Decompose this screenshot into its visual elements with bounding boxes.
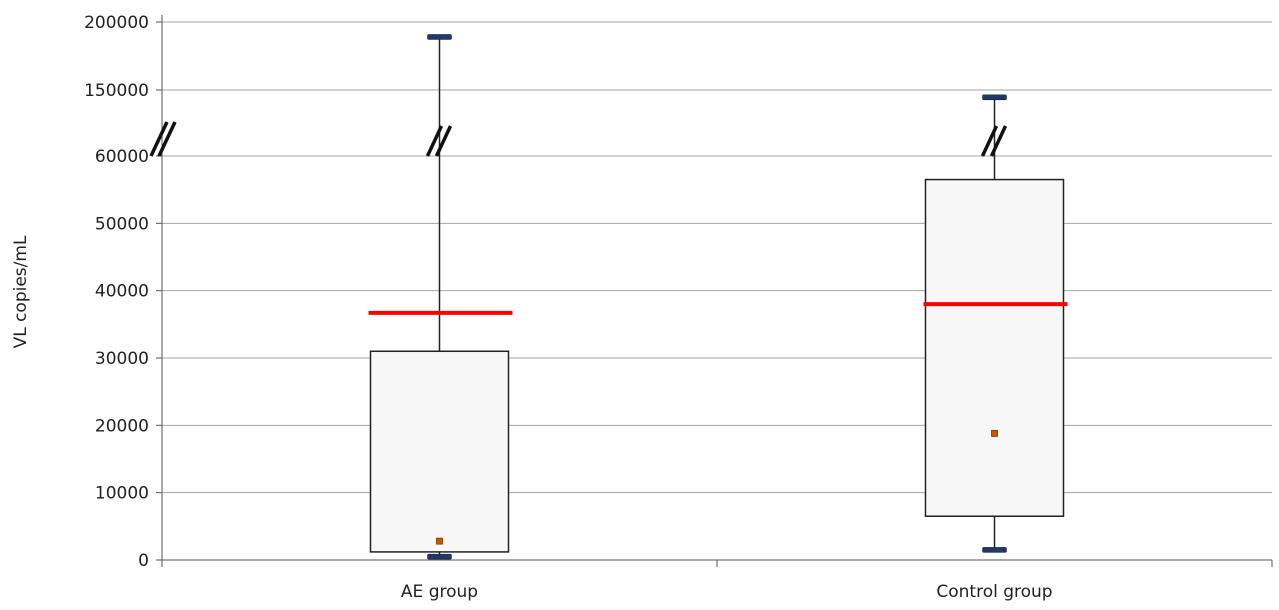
y-tick-label: 20000 bbox=[95, 416, 149, 436]
y-tick-label: 10000 bbox=[95, 484, 149, 504]
whisker-cap-high bbox=[982, 94, 1007, 101]
iqr-box bbox=[924, 178, 1065, 517]
labels: 0 10000 20000 30000 40000 50000 60000 150000 200… bbox=[84, 13, 1053, 602]
axis-break-mark bbox=[149, 121, 169, 157]
y-tick-label: 0 bbox=[138, 551, 149, 571]
x-category-label: AE group bbox=[401, 582, 478, 602]
median-marker bbox=[991, 430, 998, 437]
whisker-break-mark bbox=[989, 125, 1008, 157]
y-tick-label: 40000 bbox=[95, 282, 149, 302]
whisker-cap-low bbox=[427, 553, 452, 560]
y-tick-label: 200000 bbox=[84, 13, 149, 33]
y-tick-label: 30000 bbox=[95, 349, 149, 369]
y-tick-label: 50000 bbox=[95, 214, 149, 234]
median-marker bbox=[436, 537, 443, 545]
iqr-box bbox=[369, 350, 510, 553]
box-1 bbox=[368, 34, 513, 560]
y-tick-label: 150000 bbox=[84, 81, 149, 101]
box-2 bbox=[923, 94, 1068, 553]
whisker-break-mark bbox=[980, 125, 999, 157]
whisker-break-mark bbox=[434, 125, 453, 157]
whisker-cap-high bbox=[427, 34, 452, 40]
gridlines bbox=[162, 21, 1272, 494]
y-axis-title: VL copies/mL bbox=[11, 235, 31, 348]
whisker-break-mark bbox=[425, 125, 444, 157]
whisker-cap-low bbox=[982, 547, 1007, 553]
axis-break-mark bbox=[157, 121, 177, 157]
axes bbox=[149, 15, 1273, 567]
boxes bbox=[368, 34, 1068, 560]
y-tick-label: 60000 bbox=[95, 147, 149, 167]
x-category-label: Control group bbox=[936, 582, 1052, 602]
